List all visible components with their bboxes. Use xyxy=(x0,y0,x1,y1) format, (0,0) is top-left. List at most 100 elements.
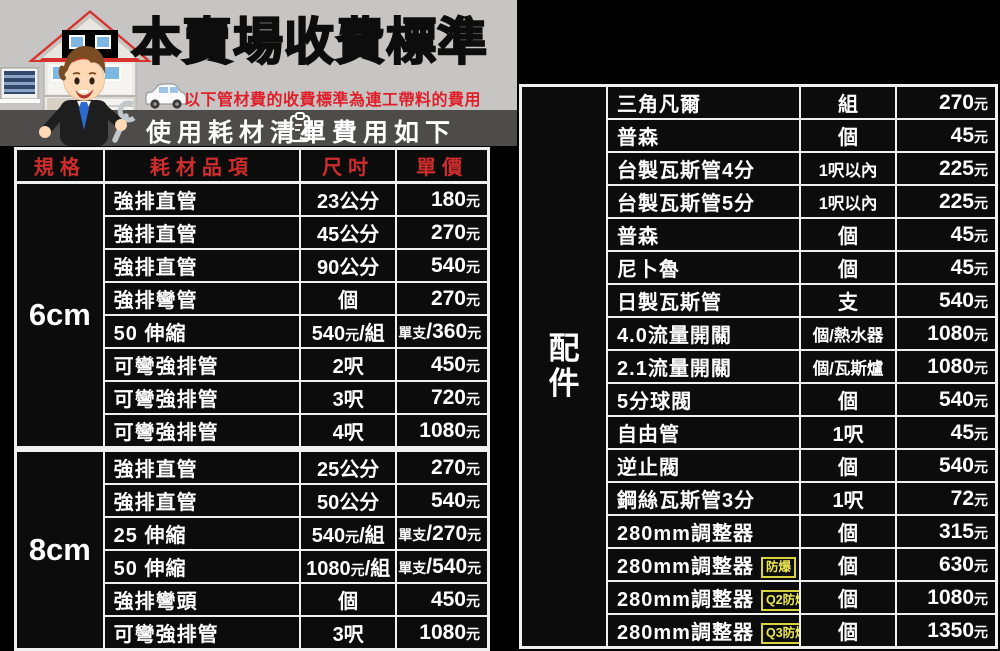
unit-cell: 組 xyxy=(799,84,897,120)
table-row: 可彎強排管 2呎 450元 xyxy=(16,347,490,382)
item-cell: 2.1流量開關 xyxy=(606,349,802,384)
unit-cell: 個 xyxy=(799,118,897,153)
price-cell: 270元 xyxy=(395,446,490,485)
table-row: 逆止閥個 540元 xyxy=(521,448,998,483)
unit-cell: 支 xyxy=(799,283,897,318)
size-cell: 3呎 xyxy=(299,615,398,651)
price-cell: 1080元 xyxy=(894,349,998,384)
table-row: 6cm 強排直管 23公分 180元 xyxy=(14,181,490,450)
size-cell: 1080元/組 xyxy=(299,549,398,584)
price-cell: 270元 xyxy=(395,281,490,316)
item-cell: 三角凡爾 xyxy=(606,84,802,120)
accessories-label: 配件 xyxy=(519,84,609,649)
price-cell: 1080元 xyxy=(894,580,998,615)
unit-cell: 1呎以內 xyxy=(799,184,897,219)
item-cell: 25 伸縮 xyxy=(102,516,302,551)
price-cell: 45元 xyxy=(894,415,998,450)
window-icon xyxy=(0,67,40,103)
price-cell: 單支/270元 xyxy=(395,516,490,551)
item-cell: 台製瓦斯管5分 xyxy=(606,184,802,219)
explosion-proof-badge: Q2防爆附表 xyxy=(760,590,799,611)
price-cell: 540元 xyxy=(395,483,490,518)
table-row: 25 伸縮 540元/組 單支/270元 xyxy=(16,516,490,551)
item-cell: 可彎強排管 xyxy=(102,413,302,450)
col-header-price: 單價 xyxy=(395,147,490,184)
table-row: 日製瓦斯管支 540元 xyxy=(521,283,998,318)
accessory-price-table: 配件三角凡爾組 270元 普森個 45元 台製瓦斯管4分 1呎以內 225元 台製瓦斯管5分 1… xyxy=(519,84,998,649)
table-row: 鋼絲瓦斯管3分 1呎 72元 xyxy=(521,481,998,516)
table-row: 50 伸縮 1080元/組 單支/540元 xyxy=(16,549,490,584)
item-cell: 可彎強排管 xyxy=(102,380,302,415)
price-cell: 單支/540元 xyxy=(395,549,490,584)
table-row: 台製瓦斯管4分 1呎以內 225元 xyxy=(521,151,998,186)
price-cell: 720元 xyxy=(395,380,490,415)
price-cell: 270元 xyxy=(395,215,490,250)
size-cell: 90公分 xyxy=(299,248,398,283)
page-title: 本賣場收費標準 xyxy=(130,13,488,71)
item-cell: 普森 xyxy=(606,217,802,252)
table-row: 強排直管 50公分 540元 xyxy=(16,483,490,518)
unit-cell: 1呎 xyxy=(799,481,897,516)
price-cell: 540元 xyxy=(894,448,998,483)
explosion-proof-badge: 防爆 xyxy=(760,557,796,578)
unit-cell: 個 xyxy=(799,613,897,649)
table-row: 尼卜魯個 45元 xyxy=(521,250,998,285)
page-subtitle: 以下管材費的收費標準為連工帶料的費用 xyxy=(184,92,482,109)
tie xyxy=(79,102,89,130)
item-cell: 強排直管 xyxy=(102,446,302,485)
unit-cell: 個/熱水器 xyxy=(799,316,897,351)
item-cell: 50 伸縮 xyxy=(102,314,302,349)
item-cell: 280mm調整器Q3防爆附表 xyxy=(606,613,802,649)
unit-cell: 個 xyxy=(799,514,897,549)
price-cell: 45元 xyxy=(894,217,998,252)
item-cell: 50 伸縮 xyxy=(102,549,302,584)
unit-cell: 個 xyxy=(799,382,897,417)
item-cell: 鋼絲瓦斯管3分 xyxy=(606,481,802,516)
table-row: 自由管 1呎 45元 xyxy=(521,415,998,450)
table-row: 5分球閥個 540元 xyxy=(521,382,998,417)
col-header-item: 耗材品項 xyxy=(102,147,302,184)
unit-cell: 個 xyxy=(799,217,897,252)
item-cell: 強排彎頭 xyxy=(102,582,302,617)
item-cell: 強排直管 xyxy=(102,483,302,518)
left-table-header-row: 規格 耗材品項 尺吋 單價 xyxy=(14,147,490,184)
item-cell: 台製瓦斯管4分 xyxy=(606,151,802,186)
col-header-spec: 規格 xyxy=(14,147,105,184)
size-cell: 540元/組 xyxy=(299,516,398,551)
item-cell: 強排直管 xyxy=(102,248,302,283)
size-cell: 個 xyxy=(299,582,398,617)
size-cell: 45公分 xyxy=(299,215,398,250)
item-cell: 尼卜魯 xyxy=(606,250,802,285)
price-cell: 540元 xyxy=(894,283,998,318)
price-cell: 1080元 xyxy=(395,413,490,450)
size-cell: 2呎 xyxy=(299,347,398,382)
size-cell: 25公分 xyxy=(299,446,398,485)
table-row: 普森個 45元 xyxy=(521,118,998,153)
table-row: 配件三角凡爾組 270元 xyxy=(519,84,998,649)
table-row: 強排直管 90公分 540元 xyxy=(16,248,490,283)
table-row: 台製瓦斯管5分 1呎以內 225元 xyxy=(521,184,998,219)
band-title: 使用耗材清單費用如下 xyxy=(146,113,456,149)
price-cell: 1350元 xyxy=(894,613,998,649)
size-cell: 4呎 xyxy=(299,413,398,450)
unit-cell: 個/瓦斯爐 xyxy=(799,349,897,384)
table-row: 4.0流量開關 個/熱水器 1080元 xyxy=(521,316,998,351)
size-cell: 個 xyxy=(299,281,398,316)
mascot-man-with-wrench xyxy=(39,46,136,146)
item-cell: 強排彎管 xyxy=(102,281,302,316)
col-header-size: 尺吋 xyxy=(299,147,398,184)
unit-cell: 個 xyxy=(799,448,897,483)
clipboard-pencil-icon xyxy=(289,112,313,143)
price-cell: 315元 xyxy=(894,514,998,549)
header-banner: 使用耗材清單費用如下 xyxy=(0,0,517,149)
price-cell: 1080元 xyxy=(894,316,998,351)
size-cell: 540元/組 xyxy=(299,314,398,349)
car-icon xyxy=(145,83,187,109)
price-cell: 450元 xyxy=(395,347,490,382)
price-cell: 540元 xyxy=(894,382,998,417)
item-cell: 280mm調整器Q2防爆附表 xyxy=(606,580,802,615)
item-cell: 強排直管 xyxy=(102,181,302,217)
size-cell: 50公分 xyxy=(299,483,398,518)
unit-cell: 個 xyxy=(799,547,897,582)
pipe-price-table: 規格 耗材品項 尺吋 單價 6cm 強排直管 23公分 180元 強排直管 45公分 270… xyxy=(14,147,490,651)
